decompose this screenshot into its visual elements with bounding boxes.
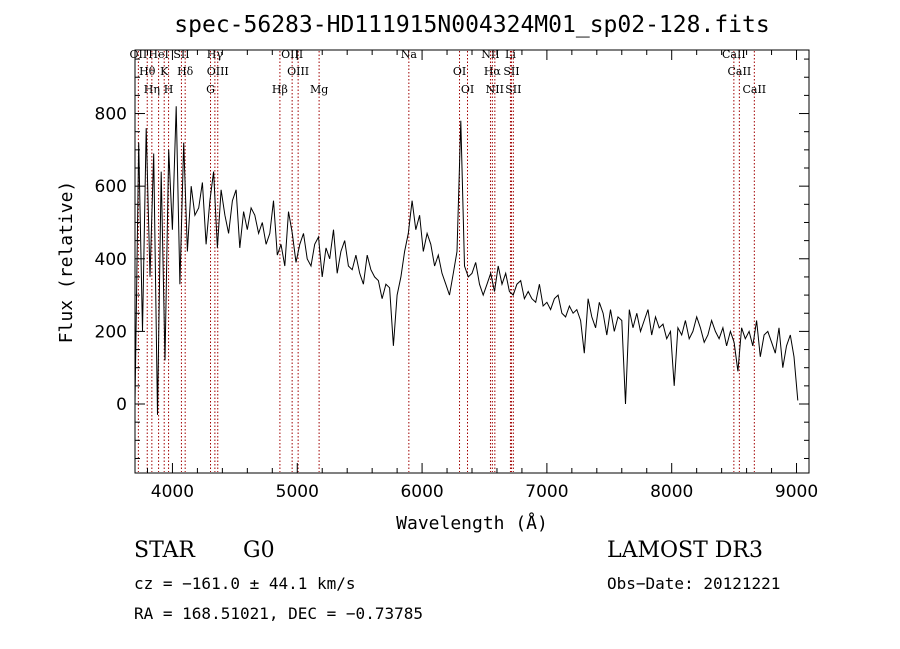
y-tick-label: 800 [95, 105, 127, 125]
spectral-line-label: Hα [484, 65, 502, 78]
y-tick-label: 0 [116, 395, 127, 415]
y-axis-label: Flux (relative) [56, 181, 77, 344]
spectral-line-label: SII [173, 48, 189, 61]
y-tick-label: 600 [95, 177, 127, 197]
spectral-line-label: Na [401, 48, 418, 61]
x-tick-label: 8000 [650, 482, 693, 502]
spectral-line-label: Hδ [177, 65, 194, 78]
object-subclass: G0 [243, 538, 275, 563]
spectral-line-label: CaII [728, 65, 752, 78]
plot-frame [134, 49, 810, 474]
spectral-line-label: G [206, 83, 215, 96]
y-tick-label: 400 [95, 250, 127, 270]
x-tick-label: 9000 [775, 482, 818, 502]
spectral-line-label: Mg [310, 83, 328, 96]
spectral-line-label: OII [130, 48, 148, 61]
spectral-line-label: OI [453, 65, 466, 78]
x-tick-label: 7000 [525, 482, 568, 502]
spectral-line-label: HeI [148, 48, 168, 61]
spectral-line-label: Hβ [272, 83, 288, 96]
spectral-line-label: NII [486, 83, 504, 96]
x-axis-label: Wavelength (Å) [396, 512, 548, 534]
spectral-line-label: Hθ [139, 65, 156, 78]
survey-name: LAMOST DR3 [607, 538, 763, 563]
chart-title: spec-56283-HD111915N004324M01_sp02-128.f… [174, 12, 769, 38]
x-tick-label: 5000 [276, 482, 319, 502]
spectral-line-label: Li [505, 48, 516, 61]
sky-coordinates: RA = 168.51021, DEC = −0.73785 [134, 604, 423, 623]
spectral-line-label: K [160, 65, 169, 78]
object-class: STAR [134, 538, 195, 563]
spectral-line-label: Hγ [207, 48, 224, 61]
spectral-line-label: OIII [287, 65, 309, 78]
spectral-line-label: CaII [742, 83, 766, 96]
spectral-line-label: NII [481, 48, 499, 61]
spectral-line-label: Hη [144, 83, 160, 96]
spectral-line-label: H [164, 83, 174, 96]
spectral-line-label: SII [503, 65, 519, 78]
spectrum-series-line [134, 106, 799, 415]
spectral-line-label: OIII [207, 65, 229, 78]
y-tick-label: 200 [95, 322, 127, 342]
spectral-line-label: SII [505, 83, 521, 96]
spectral-line-label: OI [461, 83, 474, 96]
x-tick-label: 4000 [151, 482, 194, 502]
spectral-line-label: CaII [722, 48, 746, 61]
observation-date: Obs−Date: 20121221 [607, 574, 781, 593]
redshift-velocity: cz = −161.0 ± 44.1 km/s [134, 574, 356, 593]
x-tick-label: 6000 [400, 482, 443, 502]
